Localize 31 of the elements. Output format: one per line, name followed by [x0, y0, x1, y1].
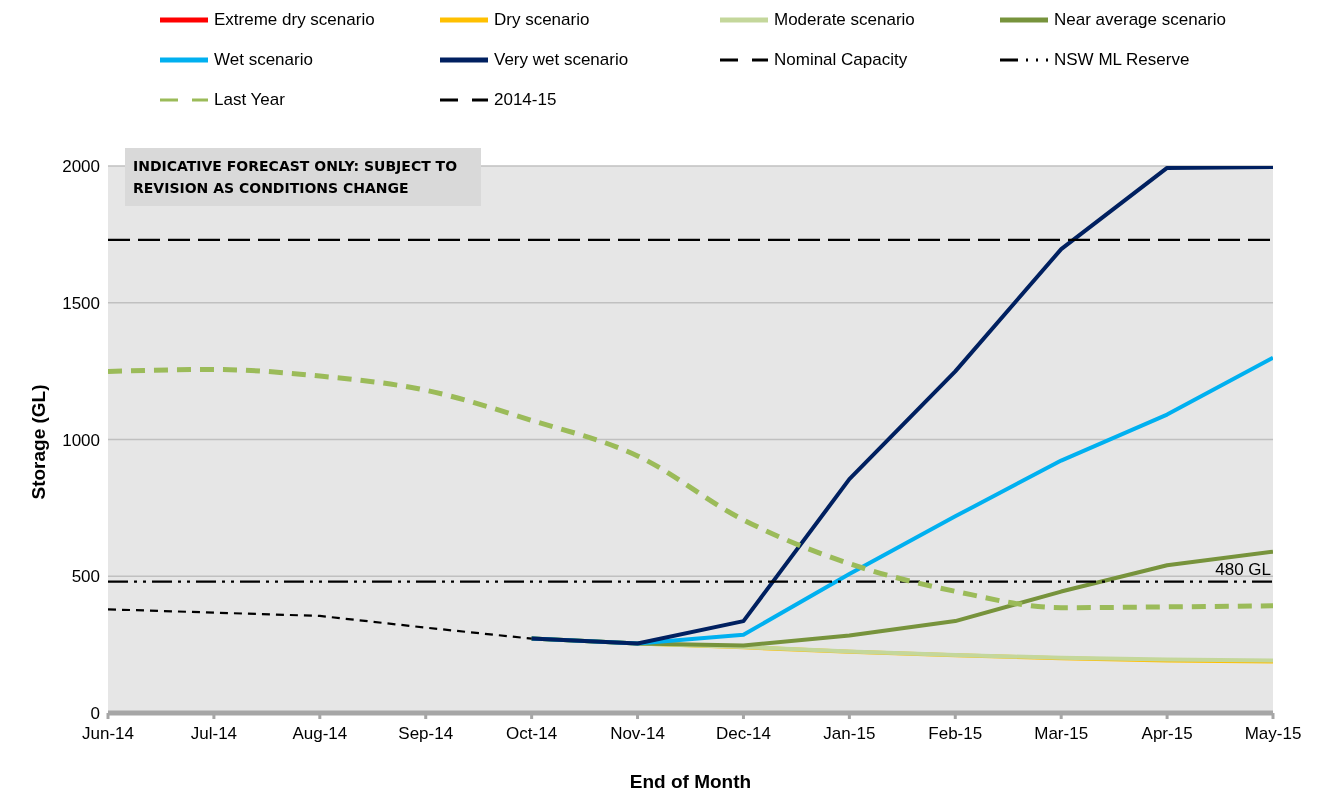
legend-label: 2014-15	[494, 90, 557, 110]
x-tick-label: May-15	[1244, 724, 1302, 744]
x-tick-label: Dec-14	[716, 724, 771, 744]
x-tick-label: Sep-14	[398, 724, 454, 744]
x-tick-label: Oct-14	[506, 724, 558, 744]
legend-label: Moderate scenario	[774, 10, 915, 30]
legend-label: Very wet scenario	[494, 50, 629, 70]
legend-label: Wet scenario	[214, 50, 313, 70]
x-tick-label: Feb-15	[928, 724, 983, 744]
legend-label: Near average scenario	[1054, 10, 1226, 30]
y-axis-title: Storage (GL)	[27, 384, 49, 500]
x-axis-title: End of Month	[629, 771, 752, 792]
y-tick-label: 2000	[62, 157, 100, 177]
y-tick-label: 500	[71, 567, 100, 587]
annotation: 480 GL	[1214, 560, 1271, 581]
x-tick-label: Aug-14	[292, 724, 348, 744]
legend-label: Last Year	[214, 90, 285, 110]
x-tick-label: Apr-15	[1141, 724, 1193, 744]
x-tick-label: Nov-14	[610, 724, 665, 744]
x-tick-label: Jan-15	[823, 724, 876, 744]
y-tick-label: 1000	[62, 430, 100, 450]
legend-label: Extreme dry scenario	[214, 10, 375, 30]
annotation: INDICATIVE FORECAST ONLY: SUBJECT TO REVISION AS CONDITIONS CHANGE	[125, 148, 481, 206]
y-tick-label: 1500	[62, 293, 100, 313]
y-tick-label: 0	[90, 704, 100, 724]
legend-label: NSW ML Reserve	[1054, 50, 1190, 70]
legend-label: Dry scenario	[494, 10, 590, 30]
legend-label: Nominal Capacity	[774, 50, 908, 70]
x-tick-label: Mar-15	[1034, 724, 1089, 744]
x-tick-label: Jul-14	[190, 724, 238, 744]
x-tick-label: Jun-14	[82, 724, 134, 744]
